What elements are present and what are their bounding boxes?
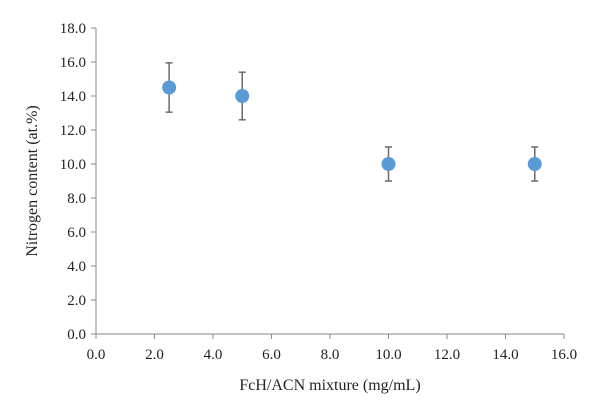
data-point xyxy=(381,157,396,171)
y-axis-ticks: 0.0 2.0 4.0 6.0 8.0 10.0 12.0 14.0 16.0 18.0 xyxy=(60,21,96,343)
x-tick-label: 0.0 xyxy=(87,347,106,363)
x-axis-ticks: 0.0 2.0 4.0 6.0 8.0 10.0 12.0 14.0 16.0 xyxy=(87,334,577,363)
y-tick-label: 18.0 xyxy=(60,21,86,37)
y-tick-label: 10.0 xyxy=(60,157,86,173)
x-tick-label: 10.0 xyxy=(375,347,401,363)
y-tick-label: 0.0 xyxy=(67,327,86,343)
data-point xyxy=(527,157,542,171)
data-points xyxy=(162,80,542,171)
data-point xyxy=(162,80,177,95)
y-axis-title: Nitrogen content (at.%) xyxy=(24,105,41,257)
y-tick-label: 8.0 xyxy=(67,191,86,207)
y-tick-label: 16.0 xyxy=(60,55,86,71)
y-tick-label: 14.0 xyxy=(60,89,86,105)
x-tick-label: 2.0 xyxy=(145,347,164,363)
x-tick-label: 6.0 xyxy=(262,347,281,363)
y-tick-label: 12.0 xyxy=(60,123,86,139)
y-tick-label: 2.0 xyxy=(67,293,86,309)
x-axis-title: FcH/ACN mixture (mg/mL) xyxy=(239,377,420,394)
x-tick-label: 12.0 xyxy=(434,347,460,363)
error-bars xyxy=(165,62,539,182)
x-tick-label: 8.0 xyxy=(321,347,340,363)
x-tick-label: 4.0 xyxy=(204,347,223,363)
y-tick-label: 4.0 xyxy=(67,259,86,275)
y-tick-label: 6.0 xyxy=(67,225,86,241)
x-tick-label: 16.0 xyxy=(551,347,577,363)
data-point xyxy=(235,89,250,103)
x-tick-label: 14.0 xyxy=(492,347,518,363)
